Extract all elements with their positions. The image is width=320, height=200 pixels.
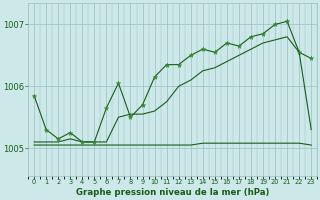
X-axis label: Graphe pression niveau de la mer (hPa): Graphe pression niveau de la mer (hPa) — [76, 188, 269, 197]
